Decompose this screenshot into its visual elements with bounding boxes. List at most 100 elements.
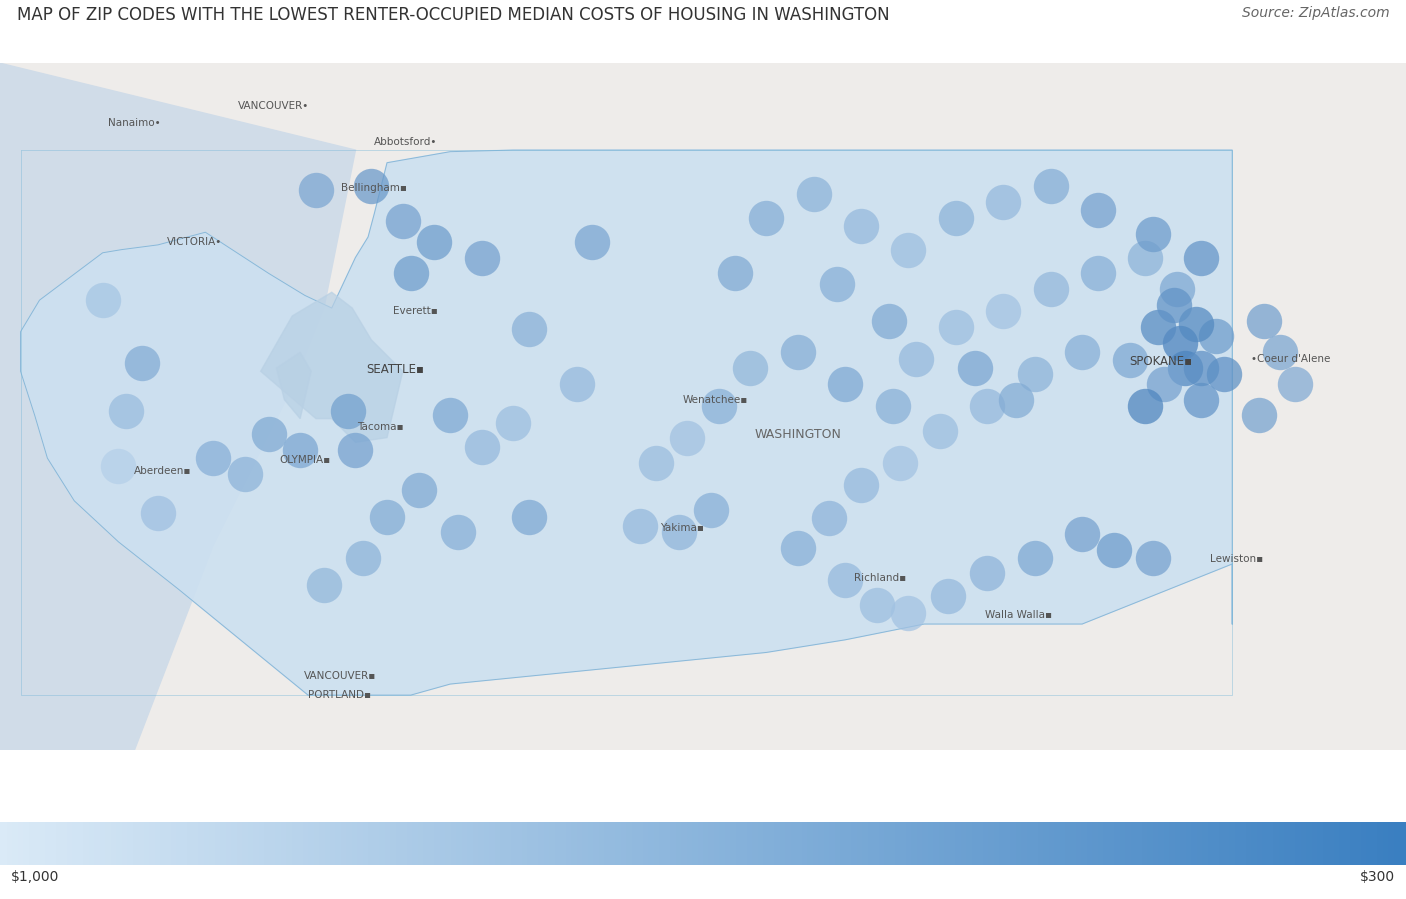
Point — [517, 510, 540, 524]
Point — [1189, 360, 1212, 375]
Point — [375, 510, 398, 524]
Text: PORTLAND▪: PORTLAND▪ — [308, 690, 371, 700]
Point — [945, 320, 967, 334]
Point — [1268, 345, 1291, 360]
Point — [1039, 179, 1062, 193]
Point — [146, 506, 169, 521]
Point — [1249, 408, 1271, 423]
Point — [936, 588, 959, 602]
Point — [336, 404, 359, 418]
Point — [991, 304, 1014, 318]
Polygon shape — [0, 63, 1406, 751]
Point — [879, 314, 901, 328]
Text: Walla Walla▪: Walla Walla▪ — [986, 610, 1053, 619]
Text: VICTORIA•: VICTORIA• — [167, 236, 222, 246]
Point — [849, 218, 872, 233]
Point — [392, 214, 415, 228]
Polygon shape — [277, 352, 311, 419]
Point — [1135, 399, 1157, 414]
Text: Wenatchee▪: Wenatchee▪ — [683, 395, 748, 405]
Text: MAP OF ZIP CODES WITH THE LOWEST RENTER-OCCUPIED MEDIAN COSTS OF HOUSING IN WASH: MAP OF ZIP CODES WITH THE LOWEST RENTER-… — [17, 6, 890, 24]
Point — [423, 235, 446, 249]
Point — [1135, 250, 1157, 264]
Point — [471, 250, 494, 264]
Point — [786, 541, 808, 556]
Point — [1142, 227, 1164, 241]
Point — [1153, 377, 1175, 391]
Point — [1039, 282, 1062, 297]
Text: Bellingham▪: Bellingham▪ — [342, 183, 408, 193]
Point — [1087, 266, 1109, 280]
Point — [1024, 367, 1046, 381]
Text: Source: ZipAtlas.com: Source: ZipAtlas.com — [1241, 6, 1389, 21]
Point — [517, 322, 540, 336]
Polygon shape — [21, 150, 1232, 695]
Point — [447, 525, 470, 539]
Point — [1189, 250, 1212, 264]
Point — [834, 377, 856, 391]
Text: Lewiston▪: Lewiston▪ — [1211, 555, 1264, 565]
Point — [1284, 377, 1306, 391]
Text: •Coeur d'Alene: •Coeur d'Alene — [1251, 353, 1330, 363]
Point — [1071, 345, 1094, 360]
Text: Yakima▪: Yakima▪ — [661, 522, 704, 532]
Point — [1189, 393, 1212, 407]
Point — [897, 243, 920, 257]
Point — [288, 443, 311, 458]
Point — [723, 266, 745, 280]
Point — [1168, 335, 1191, 350]
Text: SEATTLE▪: SEATTLE▪ — [366, 363, 425, 376]
Text: Nanaimo•: Nanaimo• — [108, 119, 160, 129]
Text: $300: $300 — [1360, 870, 1395, 885]
Point — [740, 360, 762, 375]
Point — [849, 477, 872, 492]
Point — [976, 566, 998, 581]
Point — [352, 550, 374, 565]
Point — [644, 456, 666, 470]
Point — [581, 235, 603, 249]
Point — [408, 483, 430, 497]
Point — [91, 293, 114, 307]
Point — [344, 443, 367, 458]
Point — [1163, 298, 1185, 312]
Point — [131, 356, 153, 370]
Point — [976, 399, 998, 414]
Text: VANCOUVER•: VANCOUVER• — [238, 101, 309, 111]
Point — [1004, 393, 1026, 407]
Point — [786, 345, 808, 360]
Polygon shape — [0, 63, 356, 751]
Point — [818, 511, 841, 525]
Point — [700, 503, 723, 518]
Point — [305, 182, 328, 197]
Point — [115, 404, 138, 418]
Text: Richland▪: Richland▪ — [853, 574, 905, 583]
Point — [1142, 550, 1164, 565]
Point — [905, 352, 928, 366]
Text: VANCOUVER▪: VANCOUVER▪ — [304, 672, 375, 681]
Point — [565, 377, 588, 391]
Point — [257, 427, 280, 441]
Point — [439, 408, 461, 423]
Text: Abbotsford•: Abbotsford• — [374, 138, 437, 147]
Text: $1,000: $1,000 — [11, 870, 59, 885]
Point — [1147, 320, 1170, 334]
Point — [755, 211, 778, 226]
Text: Everett▪: Everett▪ — [394, 307, 437, 316]
Point — [1205, 329, 1227, 343]
Point — [1166, 282, 1188, 297]
Point — [628, 519, 651, 533]
Point — [1118, 353, 1140, 368]
Point — [897, 606, 920, 620]
Point — [882, 399, 904, 414]
Text: Aberdeen▪: Aberdeen▪ — [134, 466, 191, 476]
Point — [929, 424, 952, 439]
Point — [803, 187, 825, 201]
Point — [963, 360, 986, 375]
Point — [707, 399, 730, 414]
Point — [676, 431, 699, 445]
Text: OLYMPIA▪: OLYMPIA▪ — [280, 455, 330, 465]
Point — [107, 458, 129, 473]
Polygon shape — [260, 292, 404, 442]
Point — [312, 577, 335, 592]
Point — [889, 456, 911, 470]
